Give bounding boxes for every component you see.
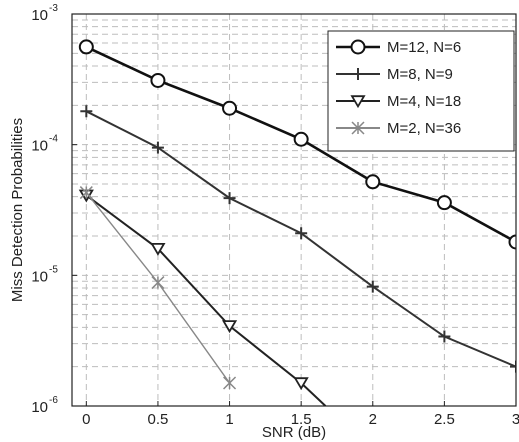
data-point-plus xyxy=(352,68,364,80)
y-tick-exponent: -5 xyxy=(49,264,58,275)
series-layer xyxy=(78,39,516,406)
y-tick-label: 10 xyxy=(31,399,48,416)
plot-frame xyxy=(71,13,517,407)
data-point-plus xyxy=(366,280,379,293)
legend-label: M=12, N=6 xyxy=(387,39,461,56)
x-axis-label: SNR (dB) xyxy=(262,424,326,441)
legend-label: M=8, N=9 xyxy=(387,66,453,83)
legend-item: M=4, N=18 xyxy=(336,93,461,110)
data-point-circle xyxy=(508,234,516,250)
x-tick-label: 0 xyxy=(82,411,90,428)
x-tick-label: 2 xyxy=(369,411,377,428)
x-tick-label: 0.5 xyxy=(148,411,169,428)
data-point-circle xyxy=(365,174,381,190)
data-point-triangle-down xyxy=(150,242,166,256)
data-point-x-star xyxy=(79,186,93,200)
series-1 xyxy=(78,39,516,250)
x-tick-label: 2.5 xyxy=(434,411,455,428)
data-point-triangle-down xyxy=(293,377,309,391)
data-point-circle xyxy=(78,39,94,55)
data-point-circle xyxy=(222,100,238,116)
data-point-plus xyxy=(223,192,236,205)
data-point-circle xyxy=(150,72,166,88)
data-point-x-star xyxy=(223,376,237,390)
y-tick-exponent: -3 xyxy=(49,3,58,14)
y-axis-ticks: 10-310-410-510-6 xyxy=(31,3,77,416)
legend-label: M=2, N=36 xyxy=(387,120,461,137)
y-tick-label: 10 xyxy=(31,138,48,155)
data-point-circle xyxy=(436,195,452,211)
y-tick-exponent: -4 xyxy=(49,134,58,145)
y-tick-exponent: -6 xyxy=(49,395,58,406)
data-point-plus xyxy=(295,227,308,240)
data-point-plus xyxy=(438,330,451,343)
legend-label: M=4, N=18 xyxy=(387,93,461,110)
data-point-plus xyxy=(510,360,516,373)
x-tick-label: 3 xyxy=(512,411,519,428)
data-point-triangle-down xyxy=(350,95,366,109)
y-tick-label: 10 xyxy=(31,7,48,24)
y-tick-label: 10 xyxy=(31,268,48,285)
x-tick-label: 1.5 xyxy=(291,411,312,428)
x-axis-ticks: 0 0.5 1 1.5 2 2.5 3 xyxy=(82,401,519,428)
data-point-triangle-down xyxy=(221,320,238,334)
series-4 xyxy=(79,186,237,390)
legend-item: M=12, N=6 xyxy=(336,39,461,56)
data-point-x-star xyxy=(351,121,365,135)
legend-item: M=8, N=9 xyxy=(336,66,453,83)
series-2 xyxy=(80,105,516,373)
data-point-circle xyxy=(350,39,366,55)
legend: M=12, N=6 M=8, N=9 M=4, N=18 M=2, N=36 xyxy=(327,30,515,152)
legend-item: M=2, N=36 xyxy=(336,120,461,137)
data-point-plus xyxy=(80,105,93,118)
y-axis-label: Miss Detection Probabilities xyxy=(9,118,26,302)
data-point-x-star xyxy=(151,276,165,290)
data-point-circle xyxy=(293,131,309,147)
data-point-plus xyxy=(151,141,164,154)
x-tick-label: 1 xyxy=(225,411,233,428)
